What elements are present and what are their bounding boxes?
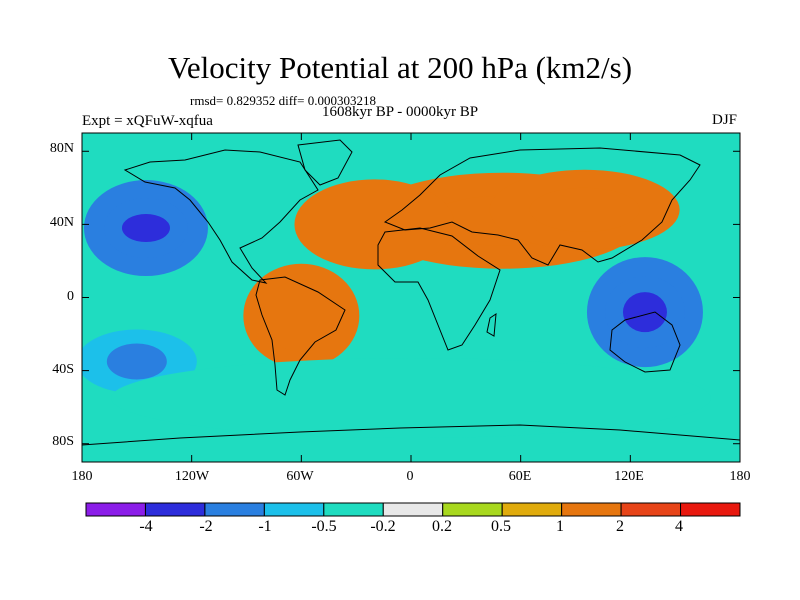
experiment-label: Expt = xQFuW-xqfua bbox=[82, 113, 213, 129]
lon-tick-label: 60W bbox=[286, 469, 314, 484]
colorbar-swatch bbox=[263, 502, 325, 517]
contour-band bbox=[111, 358, 711, 439]
colorbar-swatch bbox=[204, 502, 265, 517]
colorbar-swatch bbox=[620, 502, 682, 517]
lat-tick-label: 80N bbox=[49, 141, 74, 156]
lat-tick-label: 40S bbox=[52, 362, 74, 377]
colorbar-swatch bbox=[442, 502, 503, 517]
rmsd-diff-stats: rmsd= 0.829352 diff= 0.000303218 bbox=[190, 93, 376, 108]
contour-band bbox=[121, 214, 170, 243]
contour-band bbox=[106, 343, 167, 380]
contour-band bbox=[294, 179, 455, 270]
lat-tick-label: 80S bbox=[52, 434, 74, 449]
contour-field bbox=[82, 169, 711, 439]
colorbar bbox=[85, 502, 741, 517]
lon-tick-label: 180 bbox=[729, 469, 751, 484]
plot-title: Velocity Potential at 200 hPa (km2/s) bbox=[167, 50, 633, 85]
colorbar-swatch bbox=[323, 502, 384, 517]
colorbar-label: 0.2 bbox=[432, 518, 452, 535]
colorbar-label: -0.5 bbox=[311, 518, 337, 535]
colorbar-swatch bbox=[680, 502, 741, 517]
coastlines bbox=[82, 139, 740, 446]
lon-tick-label: 120W bbox=[174, 469, 210, 484]
colorbar-swatch bbox=[144, 502, 206, 517]
axis-ticks bbox=[81, 133, 741, 462]
season-label: DJF bbox=[712, 112, 738, 128]
colorbar-label: -4 bbox=[139, 518, 153, 535]
lon-tick-label: 0 bbox=[406, 469, 414, 484]
colorbar-label: 1 bbox=[556, 518, 564, 535]
colorbar-label: 2 bbox=[616, 518, 624, 535]
colorbar-label: -0.2 bbox=[370, 518, 396, 535]
colorbar-swatch bbox=[382, 502, 444, 517]
colorbar-swatch bbox=[85, 502, 146, 517]
contour-band bbox=[529, 187, 640, 232]
lon-tick-label: 60E bbox=[508, 469, 532, 484]
time-period-label: 1608kyr BP - 0000kyr BP bbox=[322, 104, 479, 120]
contour-band bbox=[622, 292, 667, 333]
lon-tick-label: 120E bbox=[614, 469, 644, 484]
colorbar-swatch bbox=[561, 502, 622, 517]
contour-band bbox=[263, 279, 340, 352]
colorbar-label: -2 bbox=[199, 518, 213, 535]
colorbar-label: 0.5 bbox=[491, 518, 511, 535]
colorbar-label: -1 bbox=[258, 518, 272, 535]
colorbar-label: 4 bbox=[675, 518, 683, 535]
lon-tick-label: 180 bbox=[71, 469, 93, 484]
lat-tick-label: 0 bbox=[67, 289, 74, 304]
lat-tick-label: 40N bbox=[49, 215, 74, 230]
colorbar-swatch bbox=[501, 502, 563, 517]
